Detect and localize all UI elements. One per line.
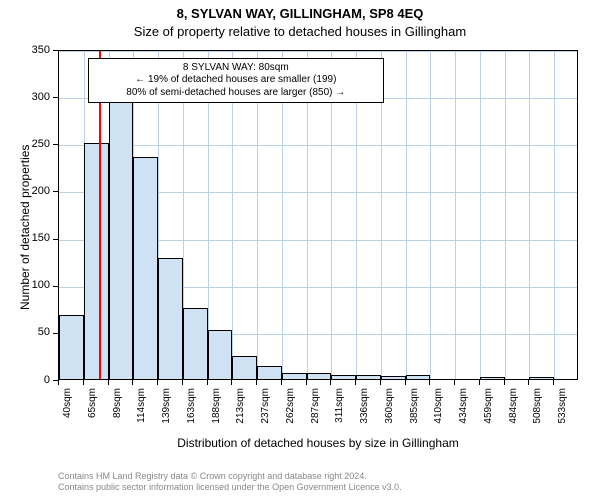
histogram-bar: [232, 356, 257, 379]
histogram-bar: [133, 157, 158, 380]
grid-line-vertical: [480, 51, 481, 379]
annotation-box: 8 SYLVAN WAY: 80sqm← 19% of detached hou…: [88, 58, 384, 104]
x-tick-label: 40sqm: [62, 388, 73, 433]
x-tick-mark: [429, 380, 430, 385]
x-tick-label: 188sqm: [211, 388, 222, 433]
grid-line-vertical: [406, 51, 407, 379]
x-tick-mark: [157, 380, 158, 385]
histogram-bar: [381, 376, 406, 379]
chart-container: { "header": { "address": "8, SYLVAN WAY,…: [0, 0, 600, 500]
y-tick-mark: [53, 286, 58, 287]
annotation-line-2: ← 19% of detached houses are smaller (19…: [95, 74, 377, 87]
histogram-bar: [480, 377, 505, 379]
x-tick-label: 287sqm: [310, 388, 321, 433]
x-tick-mark: [281, 380, 282, 385]
chart-address-title: 8, SYLVAN WAY, GILLINGHAM, SP8 4EQ: [0, 6, 600, 21]
x-tick-mark: [380, 380, 381, 385]
histogram-bar: [356, 375, 381, 379]
histogram-bar: [84, 143, 109, 379]
y-tick-label: 50: [20, 326, 50, 338]
grid-line-horizontal: [59, 51, 577, 52]
x-tick-label: 533sqm: [557, 388, 568, 433]
x-tick-label: 114sqm: [136, 388, 147, 433]
x-tick-mark: [207, 380, 208, 385]
y-tick-label: 300: [20, 91, 50, 103]
x-tick-label: 484sqm: [508, 388, 519, 433]
x-tick-mark: [330, 380, 331, 385]
x-axis-label: Distribution of detached houses by size …: [58, 436, 578, 450]
grid-line-horizontal: [59, 145, 577, 146]
footer-attribution: Contains HM Land Registry data © Crown c…: [58, 471, 402, 494]
y-tick-mark: [53, 333, 58, 334]
chart-subtitle: Size of property relative to detached ho…: [0, 24, 600, 39]
grid-line-vertical: [554, 51, 555, 379]
histogram-bar: [307, 373, 332, 379]
x-tick-mark: [108, 380, 109, 385]
x-tick-mark: [306, 380, 307, 385]
x-tick-label: 237sqm: [260, 388, 271, 433]
y-tick-mark: [53, 239, 58, 240]
grid-line-vertical: [455, 51, 456, 379]
x-tick-label: 139sqm: [161, 388, 172, 433]
x-tick-label: 163sqm: [186, 388, 197, 433]
y-tick-label: 250: [20, 138, 50, 150]
histogram-bar: [208, 330, 233, 379]
x-tick-label: 385sqm: [409, 388, 420, 433]
footer-line-2: Contains public sector information licen…: [58, 482, 402, 494]
histogram-bar: [257, 366, 282, 379]
x-tick-label: 262sqm: [285, 388, 296, 433]
x-tick-mark: [132, 380, 133, 385]
x-tick-label: 459sqm: [483, 388, 494, 433]
y-tick-label: 150: [20, 232, 50, 244]
grid-line-vertical: [529, 51, 530, 379]
x-tick-mark: [355, 380, 356, 385]
x-tick-label: 360sqm: [384, 388, 395, 433]
x-tick-label: 65sqm: [87, 388, 98, 433]
x-tick-mark: [553, 380, 554, 385]
grid-line-vertical: [505, 51, 506, 379]
x-tick-mark: [479, 380, 480, 385]
x-tick-mark: [182, 380, 183, 385]
x-tick-label: 410sqm: [433, 388, 444, 433]
x-tick-label: 336sqm: [359, 388, 370, 433]
y-tick-label: 0: [20, 374, 50, 386]
histogram-bar: [282, 373, 307, 379]
grid-line-vertical: [430, 51, 431, 379]
footer-line-1: Contains HM Land Registry data © Crown c…: [58, 471, 402, 483]
histogram-bar: [331, 375, 356, 379]
x-tick-mark: [454, 380, 455, 385]
y-tick-mark: [53, 191, 58, 192]
x-tick-mark: [231, 380, 232, 385]
y-tick-mark: [53, 50, 58, 51]
histogram-bar: [529, 377, 554, 379]
y-tick-label: 350: [20, 44, 50, 56]
x-tick-label: 434sqm: [458, 388, 469, 433]
y-tick-label: 100: [20, 279, 50, 291]
x-tick-mark: [58, 380, 59, 385]
x-tick-mark: [256, 380, 257, 385]
histogram-bar: [59, 315, 84, 379]
annotation-line-3: 80% of semi-detached houses are larger (…: [95, 87, 377, 100]
histogram-bar: [183, 308, 208, 379]
y-tick-label: 200: [20, 185, 50, 197]
x-tick-mark: [405, 380, 406, 385]
x-tick-mark: [504, 380, 505, 385]
histogram-bar: [158, 258, 183, 379]
annotation-line-1: 8 SYLVAN WAY: 80sqm: [95, 62, 377, 75]
x-tick-mark: [528, 380, 529, 385]
x-tick-mark: [83, 380, 84, 385]
x-tick-label: 508sqm: [532, 388, 543, 433]
histogram-bar: [406, 375, 431, 379]
x-tick-label: 89sqm: [112, 388, 123, 433]
x-tick-label: 213sqm: [235, 388, 246, 433]
y-tick-mark: [53, 97, 58, 98]
x-tick-label: 311sqm: [334, 388, 345, 433]
plot-area: 8 SYLVAN WAY: 80sqm← 19% of detached hou…: [58, 50, 578, 380]
histogram-bar: [109, 100, 134, 379]
y-tick-mark: [53, 144, 58, 145]
